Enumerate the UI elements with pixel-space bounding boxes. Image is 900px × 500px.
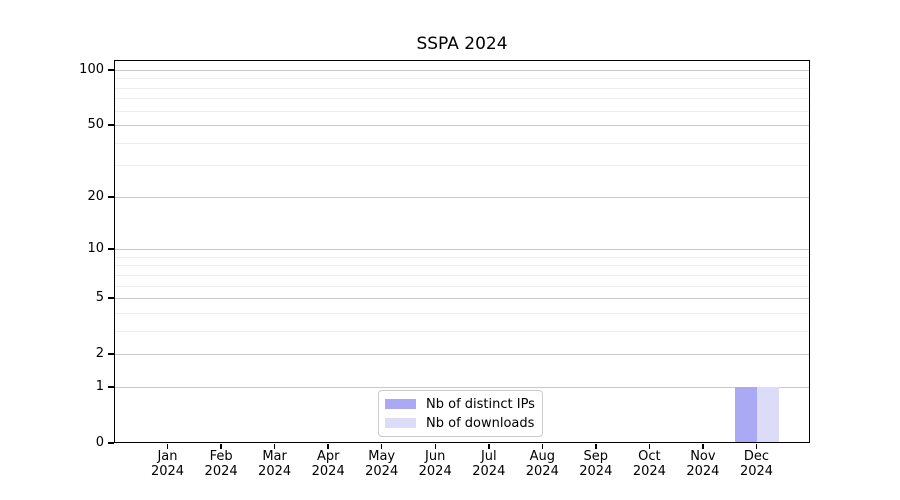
plot-area bbox=[114, 60, 810, 443]
x-tick-mark bbox=[541, 444, 544, 449]
y-minor-gridline bbox=[114, 265, 810, 267]
chart-title: SSPA 2024 bbox=[416, 34, 508, 54]
x-tick-month: Nov bbox=[690, 449, 716, 464]
x-tick-year: 2024 bbox=[739, 464, 774, 479]
y-major-gridline bbox=[114, 386, 810, 388]
y-major-gridline bbox=[114, 249, 810, 251]
legend-item-distinct-ips: Nb of distinct IPs bbox=[385, 395, 535, 414]
x-tick-label: Oct 2024 bbox=[619, 449, 679, 479]
legend-label-distinct-ips: Nb of distinct IPs bbox=[426, 396, 535, 412]
y-tick-mark bbox=[108, 386, 114, 388]
x-tick-label: Mar 2024 bbox=[245, 449, 305, 479]
x-tick-year: 2024 bbox=[258, 464, 292, 479]
y-major-gridline bbox=[114, 125, 810, 126]
y-tick-mark bbox=[108, 248, 114, 250]
bar-distinct-ips bbox=[734, 386, 757, 443]
y-minor-gridline bbox=[114, 110, 810, 112]
x-tick-year: 2024 bbox=[579, 464, 613, 479]
x-tick-mark bbox=[166, 444, 169, 449]
x-tick-month: Jul bbox=[480, 449, 497, 464]
y-major-gridline bbox=[114, 69, 810, 71]
x-tick-label: Feb 2024 bbox=[191, 449, 251, 479]
y-major-gridline bbox=[114, 196, 810, 198]
x-tick-label: Jun 2024 bbox=[405, 449, 465, 479]
y-minor-gridline bbox=[114, 274, 810, 276]
y-minor-gridline bbox=[114, 87, 810, 89]
x-tick-year: 2024 bbox=[150, 464, 185, 479]
x-tick-year: 2024 bbox=[418, 464, 452, 479]
x-tick-month: Dec bbox=[743, 449, 770, 464]
x-tick-mark bbox=[220, 444, 222, 449]
y-minor-gridline bbox=[114, 78, 810, 80]
y-minor-gridline bbox=[114, 312, 810, 314]
y-tick-label: 100 bbox=[79, 61, 104, 77]
x-tick-label: Nov 2024 bbox=[673, 449, 733, 479]
x-tick-year: 2024 bbox=[472, 464, 506, 479]
y-tick-label: 2 bbox=[95, 346, 104, 362]
x-tick-mark bbox=[648, 444, 651, 449]
y-minor-gridline bbox=[114, 165, 810, 167]
x-tick-mark bbox=[488, 444, 490, 449]
x-tick-year: 2024 bbox=[365, 464, 399, 479]
y-tick-label: 0 bbox=[95, 435, 104, 450]
x-tick-mark bbox=[702, 444, 704, 449]
legend-label-downloads: Nb of downloads bbox=[426, 415, 535, 431]
legend: Nb of distinct IPs Nb of downloads bbox=[378, 390, 543, 437]
x-tick-mark bbox=[595, 444, 597, 449]
x-tick-month: Oct bbox=[638, 449, 661, 464]
legend-item-downloads: Nb of downloads bbox=[385, 414, 534, 433]
x-tick-month: Apr bbox=[316, 449, 340, 464]
y-tick-mark bbox=[108, 124, 114, 126]
x-tick-year: 2024 bbox=[632, 464, 666, 479]
y-minor-gridline bbox=[114, 256, 810, 258]
y-tick-mark bbox=[108, 353, 114, 355]
y-tick-label: 10 bbox=[87, 241, 104, 257]
legend-swatch-downloads-icon bbox=[385, 418, 416, 428]
x-tick-year: 2024 bbox=[311, 464, 345, 479]
y-minor-gridline bbox=[114, 98, 810, 100]
y-tick-label: 5 bbox=[95, 290, 104, 306]
x-tick-year: 2024 bbox=[204, 464, 238, 479]
y-minor-gridline bbox=[114, 285, 810, 287]
y-tick-label: 50 bbox=[87, 117, 104, 132]
y-minor-gridline bbox=[114, 142, 810, 144]
y-tick-label: 20 bbox=[87, 188, 104, 204]
x-tick-mark bbox=[327, 444, 329, 449]
legend-swatch-distinct-ips-icon bbox=[385, 399, 416, 409]
x-tick-month: Mar bbox=[262, 449, 287, 464]
x-tick-mark bbox=[755, 444, 758, 449]
y-tick-mark bbox=[108, 196, 114, 198]
x-tick-label: Aug 2024 bbox=[512, 449, 572, 479]
y-tick-mark bbox=[108, 297, 114, 299]
x-tick-month: Feb bbox=[209, 449, 233, 464]
x-tick-month: May bbox=[368, 449, 396, 464]
x-tick-month: Aug bbox=[529, 449, 555, 464]
y-tick-mark bbox=[108, 442, 114, 444]
x-tick-mark bbox=[273, 444, 276, 449]
y-major-gridline bbox=[114, 354, 810, 356]
y-major-gridline bbox=[114, 298, 810, 300]
x-tick-year: 2024 bbox=[525, 464, 559, 479]
x-tick-mark bbox=[380, 444, 383, 449]
x-tick-label: May 2024 bbox=[352, 449, 412, 479]
x-tick-month: Sep bbox=[583, 449, 609, 464]
y-tick-label: 1 bbox=[95, 378, 104, 394]
y-tick-mark bbox=[108, 69, 114, 71]
x-tick-month: Jun bbox=[425, 449, 446, 464]
bar-downloads bbox=[756, 386, 779, 443]
x-tick-label: Apr 2024 bbox=[298, 449, 358, 479]
x-tick-label: Sep 2024 bbox=[566, 449, 626, 479]
x-tick-month: Jan bbox=[157, 449, 178, 464]
x-tick-label: Jul 2024 bbox=[459, 449, 519, 479]
x-tick-mark bbox=[434, 444, 436, 449]
x-tick-year: 2024 bbox=[686, 464, 720, 479]
y-minor-gridline bbox=[114, 330, 810, 332]
x-tick-label: Jan 2024 bbox=[138, 449, 198, 479]
x-tick-label: Dec 2024 bbox=[727, 449, 787, 479]
